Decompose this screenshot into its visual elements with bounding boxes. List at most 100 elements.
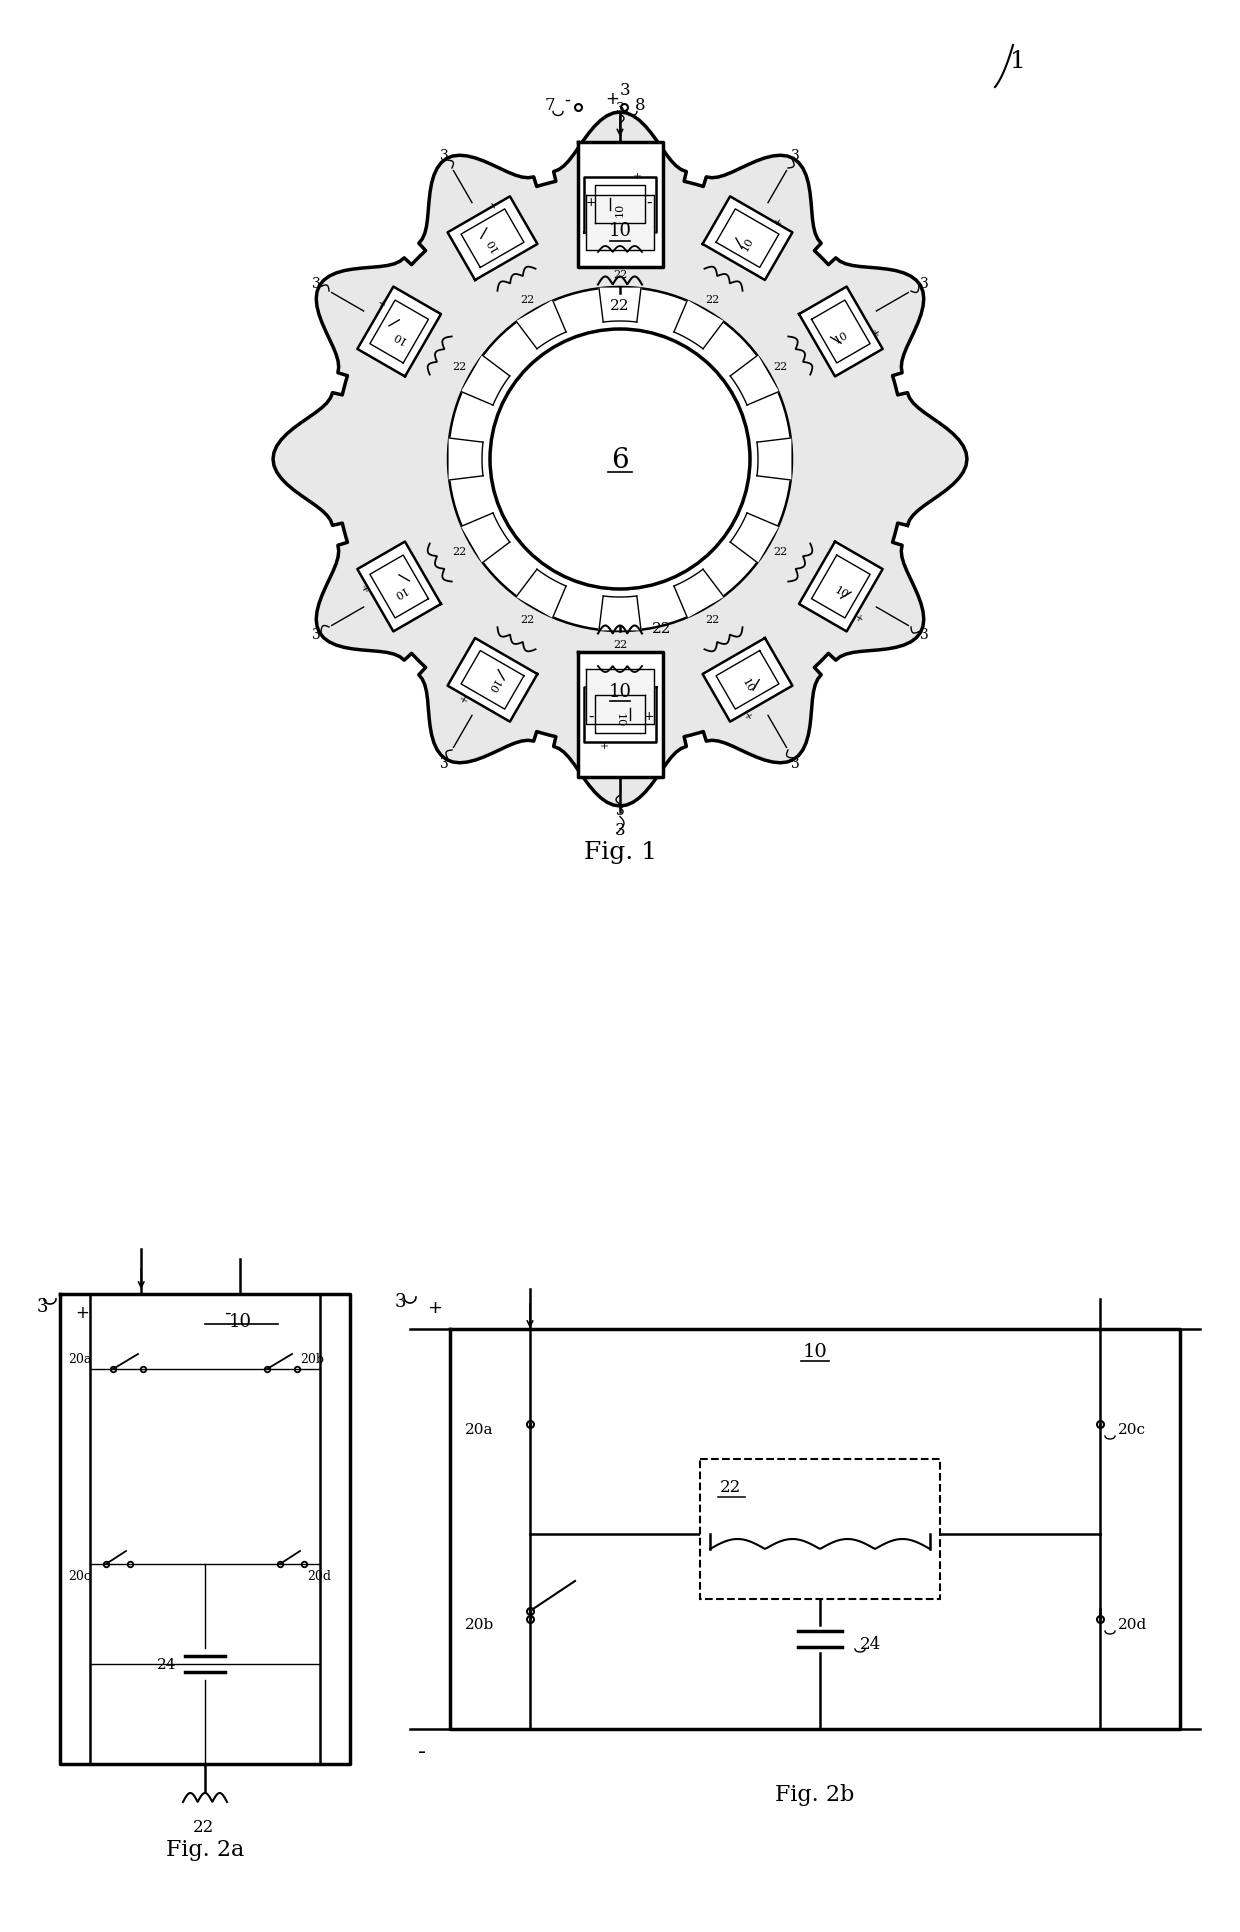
Text: 3: 3	[311, 278, 320, 292]
Text: 20b: 20b	[465, 1617, 495, 1631]
Text: 3: 3	[791, 149, 800, 162]
Text: 3: 3	[791, 757, 800, 771]
Text: Fig. 2a: Fig. 2a	[166, 1837, 244, 1861]
Text: 22: 22	[453, 363, 467, 373]
Text: 22: 22	[192, 1818, 213, 1835]
Text: 20a: 20a	[68, 1352, 92, 1366]
Polygon shape	[703, 197, 792, 280]
Text: +: +	[771, 216, 785, 228]
Text: 8: 8	[635, 97, 645, 114]
Bar	[701, 1459, 940, 1600]
Polygon shape	[461, 514, 510, 564]
Polygon shape	[448, 197, 537, 280]
Polygon shape	[517, 570, 567, 618]
Text: 10: 10	[832, 583, 849, 601]
Text: 20d: 20d	[308, 1569, 331, 1582]
Text: 3: 3	[36, 1296, 48, 1316]
Polygon shape	[587, 668, 653, 724]
Text: 3: 3	[440, 757, 449, 771]
Text: 22: 22	[706, 296, 719, 305]
Text: 20d: 20d	[1118, 1617, 1147, 1631]
Polygon shape	[357, 288, 441, 377]
Text: 22: 22	[521, 614, 534, 624]
Text: 10: 10	[391, 583, 408, 601]
Polygon shape	[449, 439, 484, 481]
Text: 20b: 20b	[300, 1352, 324, 1366]
Text: 10: 10	[802, 1343, 827, 1360]
Polygon shape	[273, 112, 967, 806]
Text: 10: 10	[485, 676, 501, 694]
Text: 10: 10	[485, 236, 501, 253]
Text: 10: 10	[391, 330, 408, 346]
Text: 10: 10	[739, 236, 755, 253]
Circle shape	[448, 288, 792, 632]
Text: -: -	[418, 1741, 427, 1762]
Text: Fig. 2b: Fig. 2b	[775, 1783, 854, 1804]
Text: 3: 3	[440, 149, 449, 162]
Text: +: +	[605, 91, 619, 108]
Polygon shape	[730, 355, 779, 406]
Polygon shape	[461, 355, 510, 406]
Text: 3: 3	[920, 628, 929, 641]
Text: 22: 22	[652, 622, 672, 636]
Polygon shape	[673, 301, 723, 350]
Text: 10: 10	[609, 222, 631, 240]
Text: -: -	[224, 1304, 231, 1321]
Polygon shape	[703, 639, 792, 723]
Text: +: +	[358, 580, 371, 593]
Text: +: +	[487, 199, 500, 211]
Text: +: +	[585, 195, 596, 209]
Text: 3: 3	[615, 102, 625, 116]
Text: 3: 3	[620, 81, 630, 99]
Text: 22: 22	[706, 614, 719, 624]
Polygon shape	[673, 570, 723, 618]
Polygon shape	[756, 439, 791, 481]
Polygon shape	[578, 143, 662, 267]
Polygon shape	[448, 639, 537, 723]
Text: 22: 22	[613, 270, 627, 280]
Text: 20c: 20c	[68, 1569, 91, 1582]
Polygon shape	[517, 301, 567, 350]
Text: 22: 22	[610, 298, 630, 313]
Text: +: +	[869, 327, 882, 340]
Text: 22: 22	[773, 363, 787, 373]
Text: 1: 1	[1011, 50, 1025, 73]
Text: -: -	[646, 195, 652, 211]
Text: 3: 3	[311, 628, 320, 641]
Polygon shape	[799, 543, 883, 632]
Text: 10: 10	[615, 203, 625, 216]
Text: 10: 10	[615, 713, 625, 726]
Text: 24: 24	[157, 1658, 177, 1671]
Polygon shape	[599, 597, 641, 630]
Polygon shape	[578, 653, 662, 777]
Text: +: +	[76, 1304, 89, 1321]
Text: 10: 10	[609, 682, 631, 701]
Text: 3: 3	[394, 1293, 405, 1310]
Text: 10: 10	[228, 1312, 252, 1331]
Text: 20a: 20a	[465, 1422, 494, 1435]
Text: 22: 22	[521, 296, 534, 305]
Text: 22: 22	[719, 1478, 740, 1495]
Text: +: +	[376, 296, 388, 307]
Polygon shape	[799, 288, 883, 377]
Text: +: +	[852, 611, 864, 624]
Text: +: +	[740, 709, 753, 721]
Text: 3: 3	[920, 278, 929, 292]
Text: 22: 22	[453, 547, 467, 556]
Polygon shape	[730, 514, 779, 564]
Text: 7: 7	[544, 97, 556, 114]
Text: 10: 10	[739, 676, 755, 694]
Text: Fig. 1: Fig. 1	[584, 840, 656, 864]
Text: +: +	[596, 740, 608, 748]
Text: -: -	[588, 709, 594, 724]
Circle shape	[490, 330, 750, 589]
Text: 24: 24	[859, 1636, 880, 1652]
Polygon shape	[357, 543, 441, 632]
Polygon shape	[584, 688, 656, 742]
Text: 22: 22	[773, 547, 787, 556]
Text: 3: 3	[615, 821, 625, 838]
Text: +: +	[632, 170, 644, 180]
Text: 3: 3	[615, 804, 625, 817]
Polygon shape	[599, 290, 641, 323]
Text: 6: 6	[611, 446, 629, 473]
